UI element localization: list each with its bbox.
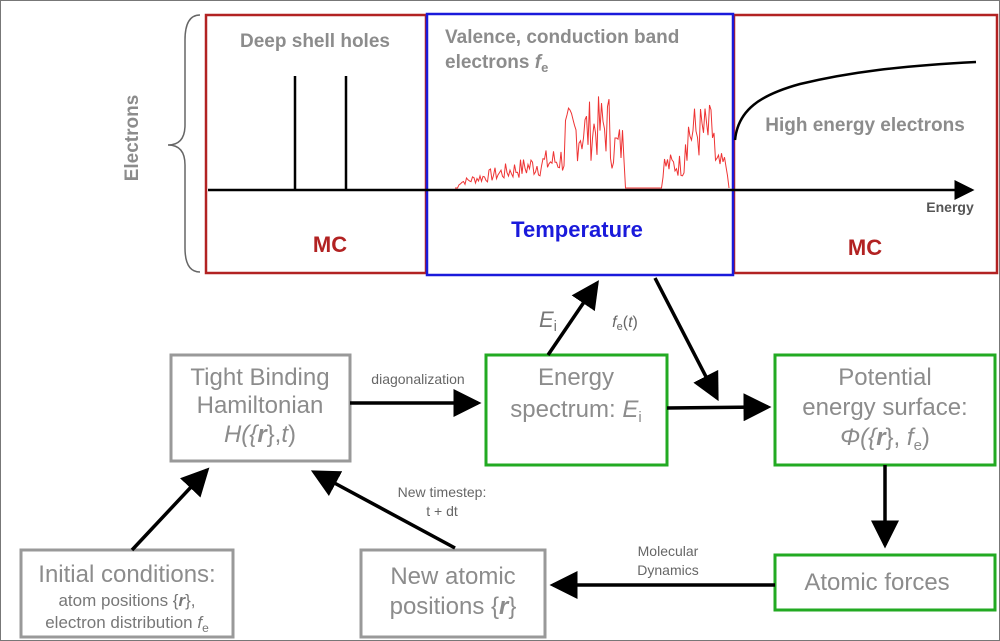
edge-label: fe(t) <box>612 314 638 333</box>
text: spectrum: <box>510 396 622 423</box>
side-label: Electrons <box>122 95 143 182</box>
symbol: E <box>539 307 554 332</box>
spectrum-curve <box>455 96 730 189</box>
method: MC <box>848 235 882 260</box>
text: H({ <box>224 421 259 448</box>
panel-title: Valence, conduction band <box>445 27 679 48</box>
symbol: f <box>612 314 618 331</box>
panel-title: High energy electrons <box>765 115 965 136</box>
text: r <box>257 421 268 448</box>
text: r <box>178 591 186 610</box>
method: Temperature <box>511 217 643 242</box>
panel-title: electrons fe <box>445 52 548 75</box>
text: }, <box>886 424 907 451</box>
node-label: New atomic <box>390 563 515 590</box>
edge-label: t + dt <box>426 503 458 519</box>
text: ) <box>922 424 930 451</box>
arrows <box>130 277 899 599</box>
subscript: e <box>617 321 623 333</box>
text: electrons <box>445 52 535 73</box>
arrow <box>546 280 599 356</box>
symbol: f <box>197 613 204 632</box>
edge-label: diagonalization <box>371 371 464 387</box>
node-label: electron distribution fe <box>45 613 209 635</box>
high-energy-curve <box>733 60 977 141</box>
arrow <box>310 470 456 550</box>
text: ) <box>633 314 638 331</box>
text: f <box>907 424 916 451</box>
text: Φ({ <box>840 424 878 451</box>
node-label: spectrum: Ei <box>510 396 641 426</box>
edge-label: New timestep: <box>398 484 487 500</box>
brace <box>167 14 201 273</box>
text: t <box>281 421 289 448</box>
text: ) <box>288 421 296 448</box>
node-box <box>484 353 669 467</box>
node-label: Φ({r}, fe) <box>840 424 930 454</box>
node-label: energy surface: <box>802 394 967 421</box>
text: ( <box>623 314 629 331</box>
text: r <box>499 593 510 620</box>
subscript: i <box>638 409 641 426</box>
text: atom positions { <box>58 591 178 610</box>
subscript: e <box>541 60 548 75</box>
node-label: atom positions {r}, <box>58 591 195 610</box>
node-box <box>19 548 235 639</box>
edge-label: Ei <box>539 307 557 335</box>
arrow <box>653 277 719 402</box>
method: MC <box>313 232 347 257</box>
node-label: Atomic forces <box>804 569 949 596</box>
panel <box>425 12 735 277</box>
node-label: Initial conditions: <box>38 561 215 588</box>
node-box <box>169 353 352 463</box>
arrow <box>130 467 210 552</box>
arrow <box>666 393 772 422</box>
edge-label: Dynamics <box>637 562 698 578</box>
text: r <box>876 424 887 451</box>
node-label: H({r},t) <box>224 421 296 448</box>
axis-label: Energy <box>926 199 974 215</box>
text: }, <box>267 421 282 448</box>
text: t <box>628 314 633 331</box>
node-box <box>773 553 997 612</box>
symbol: f <box>535 52 543 73</box>
symbol: E <box>622 396 639 423</box>
text: positions { <box>390 593 499 620</box>
subscript: i <box>554 318 557 335</box>
node-box <box>359 548 547 639</box>
node-box <box>773 353 997 467</box>
node-label: Potential <box>838 364 931 391</box>
panel-title: Deep shell holes <box>240 31 390 52</box>
subscript: e <box>914 437 922 454</box>
text: }, <box>185 591 195 610</box>
node-label: Tight Binding <box>190 364 329 391</box>
text: electron distribution <box>45 613 197 632</box>
node-label: Energy <box>538 364 614 391</box>
node-label: Hamiltonian <box>197 392 324 419</box>
text: } <box>508 593 516 620</box>
subscript: e <box>202 621 209 635</box>
edge-label: Molecular <box>638 543 699 559</box>
node-label: positions {r} <box>390 593 517 620</box>
